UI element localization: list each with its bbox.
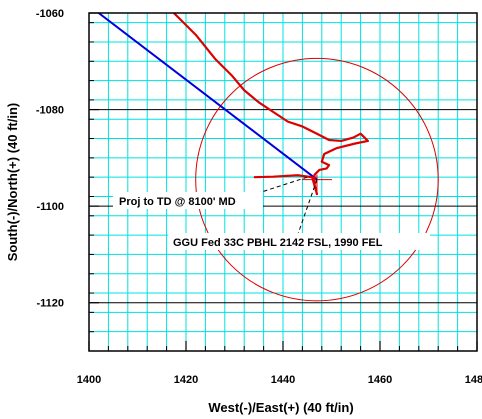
annotation-leader <box>245 176 308 198</box>
x-tick-label: 1440 <box>271 374 295 386</box>
y-tick-label: -1120 <box>36 298 64 310</box>
x-tick-label: 1460 <box>368 374 392 386</box>
tick-layer: 1400 1420 1440 1460 1480 -1060 -1080 -1100 -1120 <box>36 8 482 386</box>
x-tick-label: 1400 <box>77 374 101 386</box>
y-tick-label: -1080 <box>36 105 64 117</box>
annotation-layer: Proj to TD @ 8100' MD GGU Fed 33C PBHL 21… <box>113 176 430 250</box>
wellpath-line <box>173 12 369 196</box>
y-tick-label: -1100 <box>36 201 64 213</box>
x-tick-label: 1420 <box>174 374 198 386</box>
x-axis-title: West(-)/East(+) (40 ft/in) <box>208 400 353 415</box>
grid <box>88 12 478 352</box>
target-circle <box>195 57 439 302</box>
annotation-label: GGU Fed 33C PBHL 2142 FSL, 1990 FEL <box>173 237 383 249</box>
y-axis-title: South(-)/North(+) (40 ft/in) <box>5 103 20 262</box>
y-tick-label: -1060 <box>36 8 64 20</box>
projection-line <box>98 12 318 181</box>
annotation-label: Proj to TD @ 8100' MD <box>119 196 236 208</box>
annotation-box <box>113 192 263 209</box>
annotation-leader <box>297 179 318 235</box>
annotation-box <box>168 233 430 250</box>
x-tick-label: 1480 <box>465 374 482 386</box>
